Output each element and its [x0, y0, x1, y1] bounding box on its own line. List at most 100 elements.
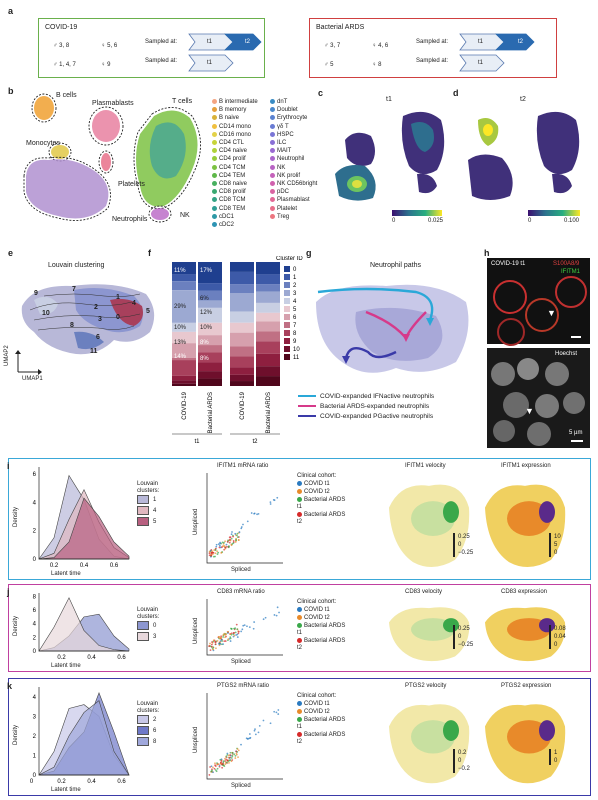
scatter-point — [236, 534, 238, 537]
celltype-legend-item: Platelet — [270, 205, 317, 213]
scatter-point — [229, 751, 232, 754]
scatter-point — [253, 621, 256, 623]
y-tick-label: 2 — [33, 635, 37, 641]
legend-label: CD8 naive — [219, 181, 248, 188]
celltype-legend-col2: dnT Doublet Erythrocyte γδ T HSPC ILC MAIT Neut… — [270, 98, 317, 221]
stacked-bar-segment — [198, 345, 222, 353]
bar-pct-label: 8% — [200, 340, 209, 346]
expression-umap-hotspot — [539, 720, 555, 741]
legend-label: CD8 TEM — [219, 205, 246, 212]
celltype-legend-item: NK CD56bright — [270, 180, 317, 188]
scatter-point — [236, 633, 239, 636]
cluster-label-platelets: Platelets — [118, 181, 145, 188]
density-legend: Louvain clusters: 1 4 5 — [137, 481, 177, 528]
density-legend-swatch — [137, 621, 149, 630]
stacked-bar-segment — [256, 312, 280, 322]
scatter-point — [225, 545, 228, 548]
scatter-point — [218, 635, 220, 638]
legend-swatch — [212, 98, 217, 104]
mrna-ratio-scatter — [206, 693, 283, 780]
celltype-legend-item: γδ T — [270, 123, 317, 131]
legend-label: pDC — [277, 189, 290, 196]
legend-label: HSPC — [277, 131, 294, 138]
density-legend-title: Louvain clusters: — [137, 481, 160, 494]
celltype-legend-item: CD8 TCM — [212, 196, 258, 204]
legend-swatch — [270, 115, 275, 121]
cohort-legend: Clinical cohort: COVID t1 COVID t2 Bacteria… — [297, 473, 349, 526]
scatter-point — [220, 551, 223, 554]
y-tick-label: 0 — [33, 557, 37, 563]
scatter-point — [237, 632, 240, 635]
panel-c-label: c — [318, 88, 324, 98]
legend-swatch — [270, 205, 275, 211]
legend-swatch — [270, 164, 275, 170]
density-legend-swatch — [137, 715, 149, 724]
path-legend-label: COVID-expanded IFNactive neutrophils — [320, 393, 435, 400]
legend-label: Plasmablast — [277, 197, 310, 204]
scale-tick: 0.25 — [458, 534, 470, 540]
scatter-point — [258, 724, 261, 727]
scatter-point — [234, 757, 237, 759]
scatter-axes — [206, 693, 283, 780]
scatter-point — [219, 542, 222, 545]
cohort-legend-item: Bacterial ARDS t1 — [297, 717, 349, 731]
velocity-umap-title: IFITM1 velocity — [405, 463, 446, 469]
scatter-point — [208, 774, 211, 776]
celltype-legend-item: B memory — [212, 106, 258, 114]
legend-label: CD14 mono — [219, 123, 252, 130]
e-cluster-8: 8 — [70, 322, 74, 329]
scale-bar-top — [571, 336, 581, 338]
scatter-point — [221, 541, 224, 544]
cohort-legend-item: Bacterial ARDS t1 — [297, 497, 349, 511]
scatter-point — [217, 543, 220, 546]
scatter-point — [235, 539, 237, 542]
panel-f-label: f — [148, 248, 151, 258]
scatter-point — [208, 552, 211, 555]
celltype-legend-item: CD14 mono — [212, 123, 258, 131]
legend-swatch — [212, 139, 217, 145]
celltype-legend-item: Erythrocyte — [270, 114, 317, 122]
panel-g-label: g — [306, 248, 312, 258]
scatter-point — [235, 537, 238, 540]
cohort-swatch — [297, 709, 302, 715]
scatter-point — [235, 753, 238, 756]
cluster-legend-swatch — [284, 354, 290, 360]
y-tick-label: 4 — [33, 622, 37, 628]
e-cluster-10: 10 — [42, 310, 50, 317]
panel-c-title: t1 — [386, 96, 392, 103]
scatter-point — [243, 624, 246, 627]
scatter-point — [227, 539, 229, 542]
panel-d-label: d — [453, 88, 459, 98]
expression-umap-title: CD83 expression — [501, 589, 548, 595]
scatter-point — [276, 496, 279, 499]
scatter-point — [234, 532, 237, 535]
cluster-legend-swatch — [284, 322, 290, 328]
e-cluster-11: 11 — [90, 348, 98, 355]
y-tick-label: 6 — [33, 472, 37, 478]
scatter-point — [212, 771, 214, 774]
scatter-point — [234, 754, 237, 757]
cohort-label: Bacterial ARDS t1 — [297, 717, 346, 731]
panel-c-cb-max: 0.025 — [428, 218, 444, 224]
ards-timeline-arrows — [459, 33, 535, 72]
scatter-point — [224, 633, 227, 636]
bar-pct-label: 11% — [174, 268, 186, 274]
y-tick-label: 0 — [33, 773, 37, 779]
cohort-label: COVID t2 — [304, 489, 330, 496]
velocity-umap — [389, 607, 470, 662]
celltype-legend-item: pDC — [270, 188, 317, 196]
panel-b-umap — [23, 93, 201, 223]
scatter-point — [212, 766, 214, 769]
scatter-point — [218, 546, 221, 549]
scatter-point — [212, 648, 215, 651]
scatter-point — [220, 760, 223, 762]
ratio-ylabel: Unspliced — [193, 617, 199, 644]
cohort-swatch — [297, 481, 302, 486]
scatter-point — [217, 551, 220, 554]
scatter-point — [227, 545, 230, 548]
legend-swatch — [270, 148, 275, 154]
covid-row1-male: ♂ 3, 8 — [53, 43, 70, 49]
celltype-legend-item: CD4 TEM — [212, 172, 258, 180]
scatter-point — [226, 761, 228, 764]
e-cluster-5: 5 — [146, 308, 150, 315]
